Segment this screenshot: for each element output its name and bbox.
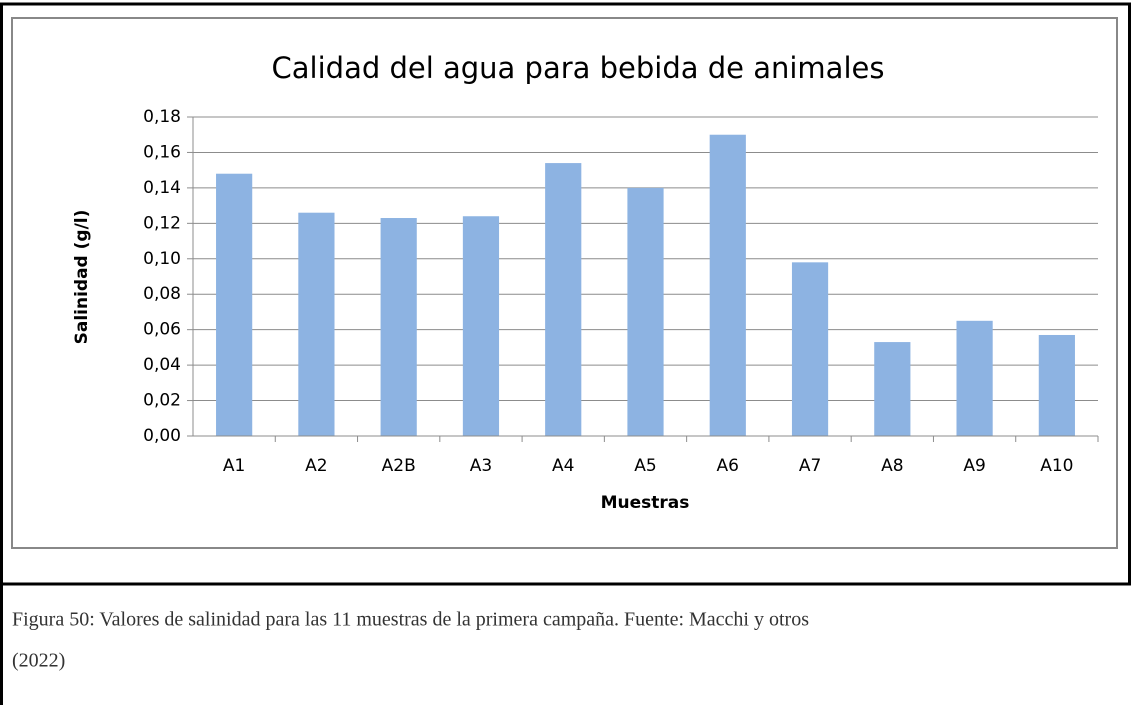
bar bbox=[956, 320, 993, 436]
y-axis-label: Salinidad (g/l) bbox=[72, 210, 92, 345]
y-tick-label: 0,08 bbox=[143, 284, 181, 304]
x-tick-label: A7 bbox=[799, 456, 821, 476]
bar bbox=[545, 163, 582, 437]
bar bbox=[462, 216, 500, 436]
y-tick-label: 0,00 bbox=[143, 426, 181, 446]
y-tick-label: 0,06 bbox=[143, 320, 181, 340]
y-tick-label: 0,12 bbox=[143, 213, 181, 233]
caption: (2022) bbox=[12, 650, 65, 672]
y-tick-label: 0,14 bbox=[143, 178, 181, 198]
y-tick-label: 0,02 bbox=[143, 391, 181, 411]
x-tick-label: A9 bbox=[963, 456, 985, 476]
bar bbox=[791, 262, 829, 436]
y-tick-label: 0,18 bbox=[143, 107, 181, 127]
x-tick-label: A5 bbox=[634, 456, 656, 476]
bar bbox=[1038, 334, 1075, 436]
x-tick-label: A2B bbox=[382, 456, 416, 476]
x-tick-label: A8 bbox=[881, 456, 903, 476]
x-tick-label: A4 bbox=[552, 456, 574, 476]
caption: Figura 50: Valores de salinidad para las… bbox=[12, 609, 809, 631]
x-tick-label: A2 bbox=[305, 456, 327, 476]
y-tick-label: 0,10 bbox=[143, 249, 181, 269]
x-axis-label: Muestras bbox=[601, 493, 690, 513]
x-tick-label: A10 bbox=[1040, 456, 1073, 476]
x-tick-label: A6 bbox=[717, 456, 739, 476]
bar bbox=[298, 212, 335, 436]
bar bbox=[216, 173, 253, 436]
y-tick-label: 0,16 bbox=[143, 142, 181, 162]
y-tick-label: 0,04 bbox=[143, 355, 181, 375]
bar bbox=[380, 218, 417, 436]
bar bbox=[709, 134, 746, 436]
x-tick-label: A3 bbox=[470, 456, 492, 476]
bar bbox=[627, 187, 664, 436]
chart-title: Calidad del agua para bebida de animales bbox=[272, 51, 885, 85]
bar bbox=[874, 342, 911, 436]
x-tick-label: A1 bbox=[223, 456, 245, 476]
